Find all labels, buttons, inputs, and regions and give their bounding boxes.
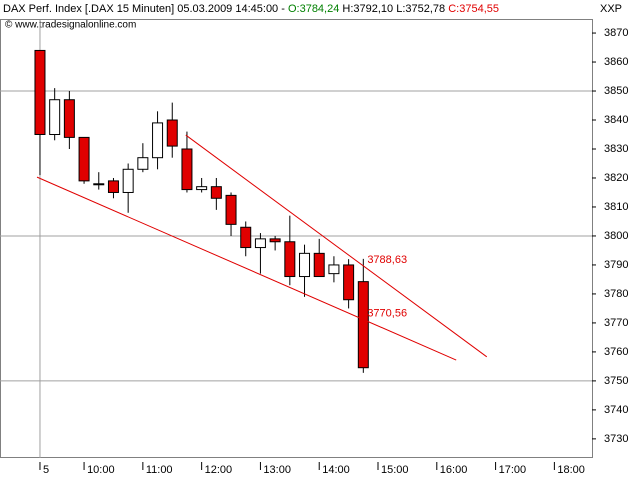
x-tick-label: 18:00 bbox=[557, 464, 585, 476]
y-tick-label: 3830 bbox=[604, 143, 628, 155]
candle-body bbox=[357, 281, 369, 369]
candle-body bbox=[137, 157, 149, 170]
x-tick-label: 16:00 bbox=[440, 464, 468, 476]
trendline-label: 3788,63 bbox=[367, 254, 407, 266]
x-tick-label: 14:00 bbox=[322, 464, 350, 476]
header: DAX Perf. Index [.DAX 15 Minuten] 05.03.… bbox=[3, 3, 499, 15]
candle-body bbox=[49, 99, 61, 136]
candle-body bbox=[313, 252, 325, 278]
candle-body bbox=[93, 183, 105, 186]
candle-body bbox=[240, 226, 252, 249]
y-tick-label: 3780 bbox=[604, 288, 628, 300]
candle-body bbox=[284, 241, 296, 278]
trendline-label: 3770,56 bbox=[367, 307, 407, 319]
y-tick-label: 3740 bbox=[604, 404, 628, 416]
trendline bbox=[185, 134, 488, 358]
y-tick-label: 3840 bbox=[604, 114, 628, 126]
candle-body bbox=[181, 148, 193, 191]
plot: 3788,63 3770,56 bbox=[0, 20, 592, 458]
symbol: XXP bbox=[600, 3, 622, 15]
y-tick-label: 3820 bbox=[604, 172, 628, 184]
x-tick-label: 12:00 bbox=[205, 464, 233, 476]
candle-body bbox=[152, 122, 164, 159]
x-tick-label: 5 bbox=[43, 464, 49, 476]
x-tick-label: 17:00 bbox=[499, 464, 527, 476]
candle-body bbox=[166, 119, 178, 147]
candle-body bbox=[196, 186, 208, 191]
y-tick-label: 3860 bbox=[604, 56, 628, 68]
x-tick-label: 10:00 bbox=[87, 464, 115, 476]
instrument: DAX Perf. Index [.DAX 15 Minuten] 05.03.… bbox=[3, 3, 285, 15]
y-tick-label: 3730 bbox=[604, 433, 628, 445]
y-tick-label: 3870 bbox=[604, 27, 628, 39]
y-tick-label: 3770 bbox=[604, 317, 628, 329]
candle-body bbox=[63, 99, 75, 138]
low-label: L:3752,78 bbox=[396, 3, 445, 15]
y-tick-label: 3800 bbox=[604, 230, 628, 242]
candle-body bbox=[78, 136, 90, 182]
y-tick-label: 3750 bbox=[604, 375, 628, 387]
x-tick-label: 11:00 bbox=[146, 464, 173, 476]
y-tick-label: 3760 bbox=[604, 346, 628, 358]
candle-body bbox=[210, 186, 222, 199]
x-tick-label: 13:00 bbox=[263, 464, 291, 476]
high-label: H:3792,10 bbox=[342, 3, 393, 15]
candle-body bbox=[107, 180, 119, 193]
candle-body bbox=[299, 252, 311, 278]
plot-frame bbox=[0, 19, 593, 458]
x-tick-label: 15:00 bbox=[381, 464, 409, 476]
candle-body bbox=[269, 238, 281, 243]
copyright: © www.tradesignalonline.com bbox=[5, 20, 136, 31]
trendline bbox=[36, 176, 457, 361]
candle-body bbox=[254, 238, 266, 249]
candle-body bbox=[122, 168, 134, 193]
candle-body bbox=[328, 264, 340, 275]
candle-body bbox=[343, 264, 355, 301]
candle-body bbox=[34, 49, 46, 136]
candle-body bbox=[225, 194, 237, 225]
y-tick-label: 3810 bbox=[604, 201, 628, 213]
open-label: O:3784,24 bbox=[288, 3, 339, 15]
y-tick-label: 3790 bbox=[604, 259, 628, 271]
close-label: C:3754,55 bbox=[448, 3, 499, 15]
y-tick-label: 3850 bbox=[604, 85, 628, 97]
